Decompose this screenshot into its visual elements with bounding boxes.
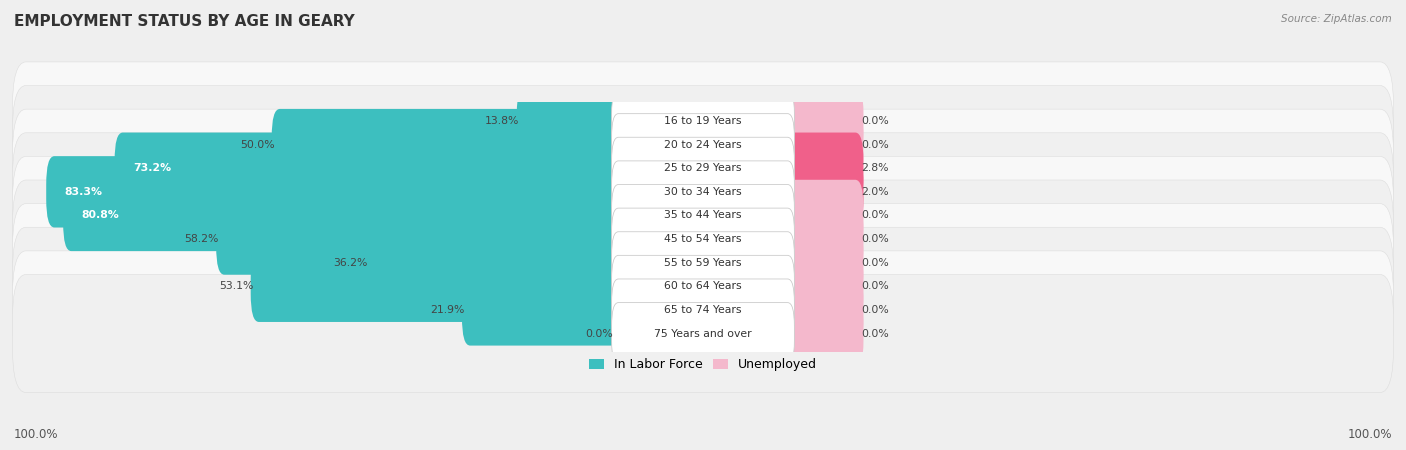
FancyBboxPatch shape bbox=[612, 232, 794, 293]
FancyBboxPatch shape bbox=[612, 137, 794, 199]
FancyBboxPatch shape bbox=[612, 208, 794, 270]
Text: 0.0%: 0.0% bbox=[860, 305, 889, 315]
FancyBboxPatch shape bbox=[779, 109, 863, 180]
FancyBboxPatch shape bbox=[463, 274, 627, 346]
Text: 21.9%: 21.9% bbox=[430, 305, 464, 315]
Text: 83.3%: 83.3% bbox=[65, 187, 103, 197]
FancyBboxPatch shape bbox=[612, 114, 794, 176]
Text: 80.8%: 80.8% bbox=[82, 211, 120, 220]
Text: EMPLOYMENT STATUS BY AGE IN GEARY: EMPLOYMENT STATUS BY AGE IN GEARY bbox=[14, 14, 354, 28]
Text: 13.8%: 13.8% bbox=[485, 116, 519, 126]
FancyBboxPatch shape bbox=[779, 298, 863, 369]
Text: 30 to 34 Years: 30 to 34 Years bbox=[664, 187, 742, 197]
FancyBboxPatch shape bbox=[250, 251, 627, 322]
Text: 0.0%: 0.0% bbox=[585, 328, 613, 338]
Text: 36.2%: 36.2% bbox=[333, 258, 368, 268]
FancyBboxPatch shape bbox=[13, 274, 1393, 392]
Text: 0.0%: 0.0% bbox=[860, 234, 889, 244]
Text: 65 to 74 Years: 65 to 74 Years bbox=[664, 305, 742, 315]
Text: 25 to 29 Years: 25 to 29 Years bbox=[664, 163, 742, 173]
Text: 2.8%: 2.8% bbox=[860, 163, 889, 173]
Text: 100.0%: 100.0% bbox=[14, 428, 59, 441]
FancyBboxPatch shape bbox=[612, 302, 794, 365]
FancyBboxPatch shape bbox=[779, 133, 863, 204]
FancyBboxPatch shape bbox=[13, 86, 1393, 204]
FancyBboxPatch shape bbox=[217, 203, 627, 274]
FancyBboxPatch shape bbox=[779, 86, 863, 157]
Text: 73.2%: 73.2% bbox=[134, 163, 172, 173]
FancyBboxPatch shape bbox=[63, 180, 627, 251]
Text: 58.2%: 58.2% bbox=[184, 234, 219, 244]
Text: 100.0%: 100.0% bbox=[1347, 428, 1392, 441]
Legend: In Labor Force, Unemployed: In Labor Force, Unemployed bbox=[583, 353, 823, 376]
FancyBboxPatch shape bbox=[779, 203, 863, 274]
FancyBboxPatch shape bbox=[517, 86, 627, 157]
FancyBboxPatch shape bbox=[779, 156, 863, 228]
Text: 0.0%: 0.0% bbox=[860, 140, 889, 149]
Text: 0.0%: 0.0% bbox=[860, 281, 889, 291]
FancyBboxPatch shape bbox=[779, 227, 863, 298]
Text: 60 to 64 Years: 60 to 64 Years bbox=[664, 281, 742, 291]
FancyBboxPatch shape bbox=[612, 184, 794, 247]
Text: 0.0%: 0.0% bbox=[860, 328, 889, 338]
FancyBboxPatch shape bbox=[612, 279, 794, 341]
FancyBboxPatch shape bbox=[612, 90, 794, 152]
Text: 0.0%: 0.0% bbox=[860, 258, 889, 268]
Text: 45 to 54 Years: 45 to 54 Years bbox=[664, 234, 742, 244]
Text: 0.0%: 0.0% bbox=[860, 116, 889, 126]
FancyBboxPatch shape bbox=[13, 109, 1393, 227]
FancyBboxPatch shape bbox=[779, 180, 863, 251]
FancyBboxPatch shape bbox=[13, 157, 1393, 274]
FancyBboxPatch shape bbox=[13, 227, 1393, 345]
Text: Source: ZipAtlas.com: Source: ZipAtlas.com bbox=[1281, 14, 1392, 23]
Text: 16 to 19 Years: 16 to 19 Years bbox=[664, 116, 742, 126]
Text: 75 Years and over: 75 Years and over bbox=[654, 328, 752, 338]
FancyBboxPatch shape bbox=[779, 274, 863, 346]
FancyBboxPatch shape bbox=[13, 62, 1393, 180]
FancyBboxPatch shape bbox=[779, 251, 863, 322]
FancyBboxPatch shape bbox=[13, 204, 1393, 322]
Text: 0.0%: 0.0% bbox=[860, 211, 889, 220]
Text: 2.0%: 2.0% bbox=[860, 187, 889, 197]
Text: 50.0%: 50.0% bbox=[240, 140, 274, 149]
Text: 35 to 44 Years: 35 to 44 Years bbox=[664, 211, 742, 220]
Text: 55 to 59 Years: 55 to 59 Years bbox=[664, 258, 742, 268]
FancyBboxPatch shape bbox=[13, 180, 1393, 298]
FancyBboxPatch shape bbox=[115, 133, 627, 204]
FancyBboxPatch shape bbox=[13, 251, 1393, 369]
FancyBboxPatch shape bbox=[612, 161, 794, 223]
FancyBboxPatch shape bbox=[46, 156, 627, 228]
Text: 53.1%: 53.1% bbox=[219, 281, 253, 291]
Text: 20 to 24 Years: 20 to 24 Years bbox=[664, 140, 742, 149]
FancyBboxPatch shape bbox=[612, 255, 794, 317]
FancyBboxPatch shape bbox=[271, 109, 627, 180]
FancyBboxPatch shape bbox=[366, 227, 627, 298]
FancyBboxPatch shape bbox=[13, 133, 1393, 251]
